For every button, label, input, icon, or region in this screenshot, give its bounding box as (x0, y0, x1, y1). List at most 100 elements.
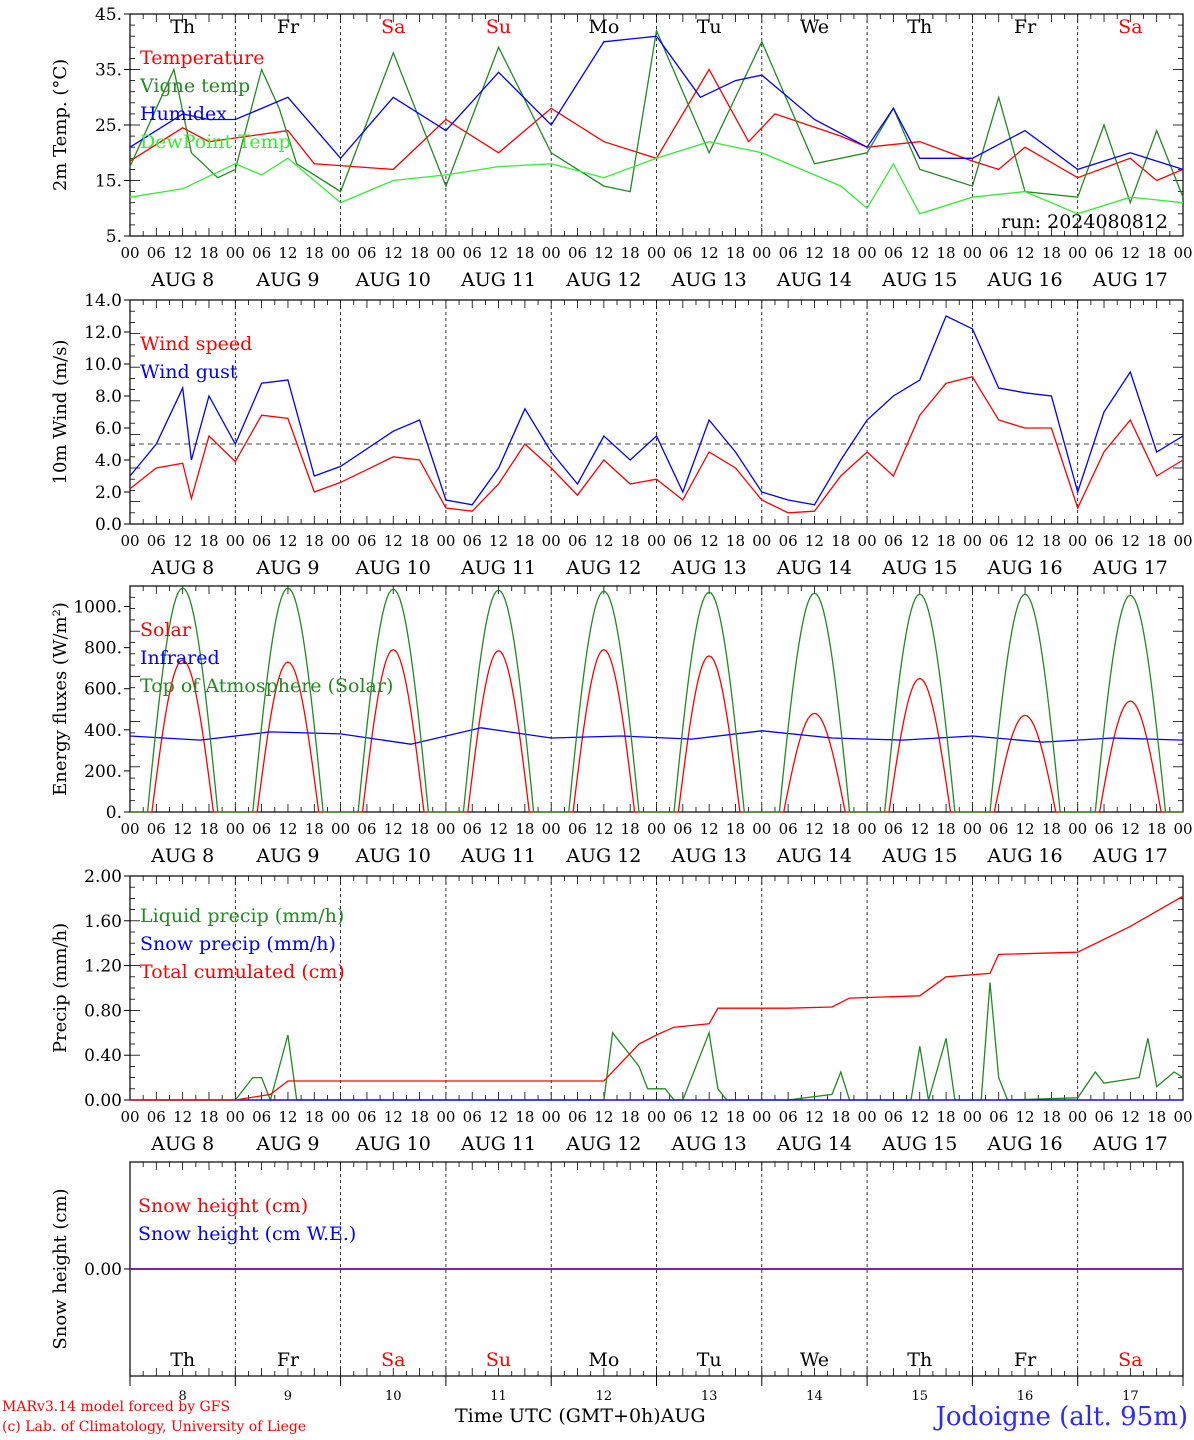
hour-tick-label: 06 (779, 1108, 798, 1126)
hour-tick-label: 18 (937, 1108, 956, 1126)
date-label: AUG 16 (986, 1133, 1062, 1155)
hour-tick-label: 06 (357, 532, 376, 550)
y-axis-title: Energy fluxes (W/m²) (50, 602, 71, 796)
weekday-label: Th (170, 1349, 195, 1371)
weekday-label: Sa (1118, 16, 1142, 38)
hour-tick-label: 06 (463, 820, 482, 838)
date-label: AUG 14 (776, 557, 852, 579)
hour-tick-label: 00 (647, 244, 666, 262)
hour-tick-label: 00 (542, 532, 561, 550)
weekday-label: We (800, 16, 829, 38)
hour-tick-label: 18 (621, 532, 640, 550)
hour-tick-label: 18 (937, 244, 956, 262)
hour-tick-label: 00 (1173, 532, 1192, 550)
weekday-label: Mo (588, 16, 619, 38)
panel-frame (129, 299, 1184, 525)
hour-tick-label: 06 (779, 820, 798, 838)
hour-tick-label: 12 (1121, 244, 1140, 262)
date-label: AUG 8 (150, 269, 214, 291)
y-tick-label: 4.0 (95, 451, 122, 471)
date-label: AUG 12 (565, 1133, 641, 1155)
series-line-wind-speed (129, 376, 1184, 514)
hour-tick-label: 06 (989, 532, 1008, 550)
hour-tick-label: 00 (436, 820, 455, 838)
date-label: AUG 14 (776, 269, 852, 291)
hour-tick-label: 00 (647, 532, 666, 550)
y-tick-label: 12.0 (84, 323, 122, 343)
hour-tick-label: 12 (384, 1108, 403, 1126)
weekday-label: Fr (1014, 1349, 1037, 1371)
hour-tick-label: 06 (147, 820, 166, 838)
date-label: AUG 16 (986, 269, 1062, 291)
hour-tick-label: 18 (305, 820, 324, 838)
day-number-label: 10 (385, 1389, 402, 1404)
y-tick-label: 5. (106, 227, 122, 247)
weekday-label: Mo (588, 1349, 619, 1371)
hour-tick-label: 06 (252, 1108, 271, 1126)
hour-tick-label: 06 (884, 820, 903, 838)
series-line-temperature (129, 68, 1184, 182)
legend-entry: Wind speed (140, 333, 252, 355)
y-tick-label: 400. (84, 721, 122, 741)
lab-credit: (c) Lab. of Climatology, University of L… (2, 1419, 307, 1435)
time-axis-title-text: Time UTC (GMT+0h) (455, 1405, 661, 1427)
hour-tick-label: 18 (515, 532, 534, 550)
hour-tick-label: 18 (726, 820, 745, 838)
date-label: AUG 14 (776, 845, 852, 867)
hour-tick-label: 06 (568, 532, 587, 550)
weekday-label: Su (486, 16, 511, 38)
hour-tick-label: 06 (989, 244, 1008, 262)
hour-tick-label: 18 (199, 532, 218, 550)
hour-tick-label: 12 (173, 244, 192, 262)
weekday-label: We (800, 1349, 829, 1371)
hour-tick-label: 12 (1121, 820, 1140, 838)
date-label: AUG 13 (671, 269, 747, 291)
hour-tick-label: 06 (989, 820, 1008, 838)
y-tick-label: 1.20 (84, 957, 122, 977)
hour-tick-label: 12 (1121, 532, 1140, 550)
hour-tick-label: 00 (542, 244, 561, 262)
hour-tick-label: 18 (1147, 1108, 1166, 1126)
weekday-label: Fr (277, 1349, 300, 1371)
hour-tick-label: 00 (542, 820, 561, 838)
legend-entry: Wind gust (140, 361, 238, 383)
hour-tick-label: 18 (726, 244, 745, 262)
legend-entry: Humidex (140, 103, 227, 125)
hour-tick-label: 18 (305, 1108, 324, 1126)
hour-tick-label: 00 (436, 532, 455, 550)
y-tick-label: 0. (106, 803, 122, 823)
hour-tick-label: 12 (173, 820, 192, 838)
hour-tick-label: 06 (568, 1108, 587, 1126)
time-axis-title: Time UTC (GMT+0h)AUG (455, 1405, 706, 1427)
day-number-label: 14 (806, 1389, 823, 1404)
y-tick-label: 1.60 (84, 912, 122, 932)
date-label: AUG 11 (460, 845, 536, 867)
date-label: AUG 15 (881, 269, 957, 291)
hour-tick-label: 00 (858, 532, 877, 550)
hour-tick-label: 18 (621, 820, 640, 838)
hour-tick-label: 00 (647, 1108, 666, 1126)
weekday-label: Th (907, 1349, 932, 1371)
y-axis-title: Precip (mm/h) (50, 923, 71, 1053)
weekday-label: Su (486, 1349, 511, 1371)
hour-tick-label: 18 (1147, 532, 1166, 550)
station-name: Jodoigne (alt. 95m) (935, 1402, 1188, 1432)
hour-tick-label: 06 (989, 1108, 1008, 1126)
hour-tick-label: 18 (621, 244, 640, 262)
y-tick-label: 600. (84, 680, 122, 700)
y-tick-label: 1000. (73, 598, 122, 618)
hour-tick-label: 12 (489, 820, 508, 838)
y-axis-title: 2m Temp. (°C) (50, 59, 71, 191)
hour-tick-label: 00 (1068, 1108, 1087, 1126)
date-label: AUG 12 (565, 845, 641, 867)
legend-entry: Top of Atmosphere (Solar) (140, 675, 393, 697)
date-label: AUG 17 (1092, 269, 1168, 291)
hour-tick-label: 00 (331, 244, 350, 262)
hour-tick-label: 00 (752, 1108, 771, 1126)
y-axis-title: Snow height (cm) (50, 1188, 71, 1349)
date-label: AUG 12 (565, 557, 641, 579)
weekday-label: Tu (697, 16, 722, 38)
date-label: AUG 13 (671, 845, 747, 867)
hour-tick-label: 12 (594, 532, 613, 550)
date-label: AUG 8 (150, 845, 214, 867)
